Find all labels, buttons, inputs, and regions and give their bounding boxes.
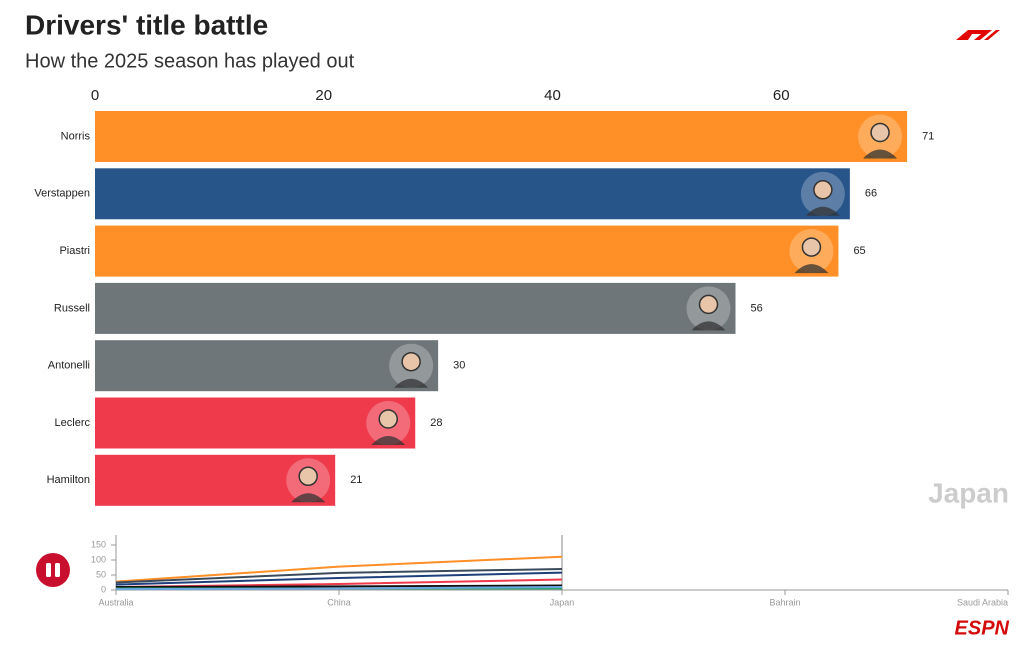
y-tick-label: 50	[96, 569, 106, 579]
category-label: Hamilton	[47, 474, 90, 486]
brand-logo: ESPN	[955, 617, 1010, 639]
x-tick-label: 40	[544, 87, 561, 104]
avatar-head	[801, 237, 822, 257]
avatar	[863, 149, 898, 159]
avatar-head	[378, 409, 398, 429]
bar	[95, 340, 439, 392]
bar	[95, 397, 416, 449]
category-label: Russell	[54, 302, 90, 314]
x-tick-label: 60	[773, 87, 790, 104]
x-tick-label: Japan	[550, 597, 575, 607]
bar	[95, 111, 908, 162]
value-label: 71	[922, 130, 934, 142]
category-label: Leclerc	[55, 417, 91, 429]
series-line	[115, 584, 563, 588]
avatar	[805, 206, 840, 216]
pause-button[interactable]	[36, 553, 70, 587]
value-label: 66	[865, 188, 877, 200]
x-tick-label: Australia	[98, 597, 133, 607]
avatar-head	[813, 180, 833, 200]
avatar-head	[401, 351, 421, 372]
bar	[95, 454, 336, 506]
bar	[95, 282, 736, 334]
avatar-head	[298, 466, 318, 487]
value-label: 28	[430, 417, 442, 429]
category-label: Antonelli	[48, 360, 90, 372]
avatar	[394, 378, 429, 388]
chart-title: Drivers' title battle	[25, 9, 268, 40]
value-label: 21	[350, 474, 362, 486]
category-label: Piastri	[59, 245, 90, 257]
avatar	[691, 321, 726, 331]
avatar-head	[698, 294, 719, 315]
series-line	[115, 586, 563, 591]
y-tick-label: 100	[91, 554, 106, 564]
x-tick-label: 0	[91, 87, 99, 104]
round-label: Japan	[928, 477, 1009, 508]
category-label: Verstappen	[34, 188, 90, 200]
avatar	[371, 436, 406, 445]
value-label: 56	[751, 302, 763, 314]
bar	[95, 168, 850, 220]
series-line	[115, 568, 563, 584]
value-label: 65	[853, 245, 865, 257]
f1-logo	[956, 30, 1000, 40]
chart-subtitle: How the 2025 season has played out	[25, 50, 355, 72]
avatar	[291, 493, 326, 503]
y-tick-label: 0	[101, 584, 106, 594]
x-tick-label: China	[327, 597, 351, 607]
y-tick-label: 150	[91, 539, 106, 549]
avatar-head	[870, 122, 890, 143]
avatar	[794, 264, 829, 274]
x-tick-label: Bahrain	[769, 597, 800, 607]
bar	[95, 225, 839, 277]
value-label: 30	[453, 360, 465, 372]
category-label: Norris	[61, 130, 91, 142]
series-line	[115, 571, 563, 586]
x-tick-label: Saudi Arabia	[957, 597, 1008, 607]
x-tick-label: 20	[315, 87, 332, 104]
series-line	[115, 555, 563, 583]
